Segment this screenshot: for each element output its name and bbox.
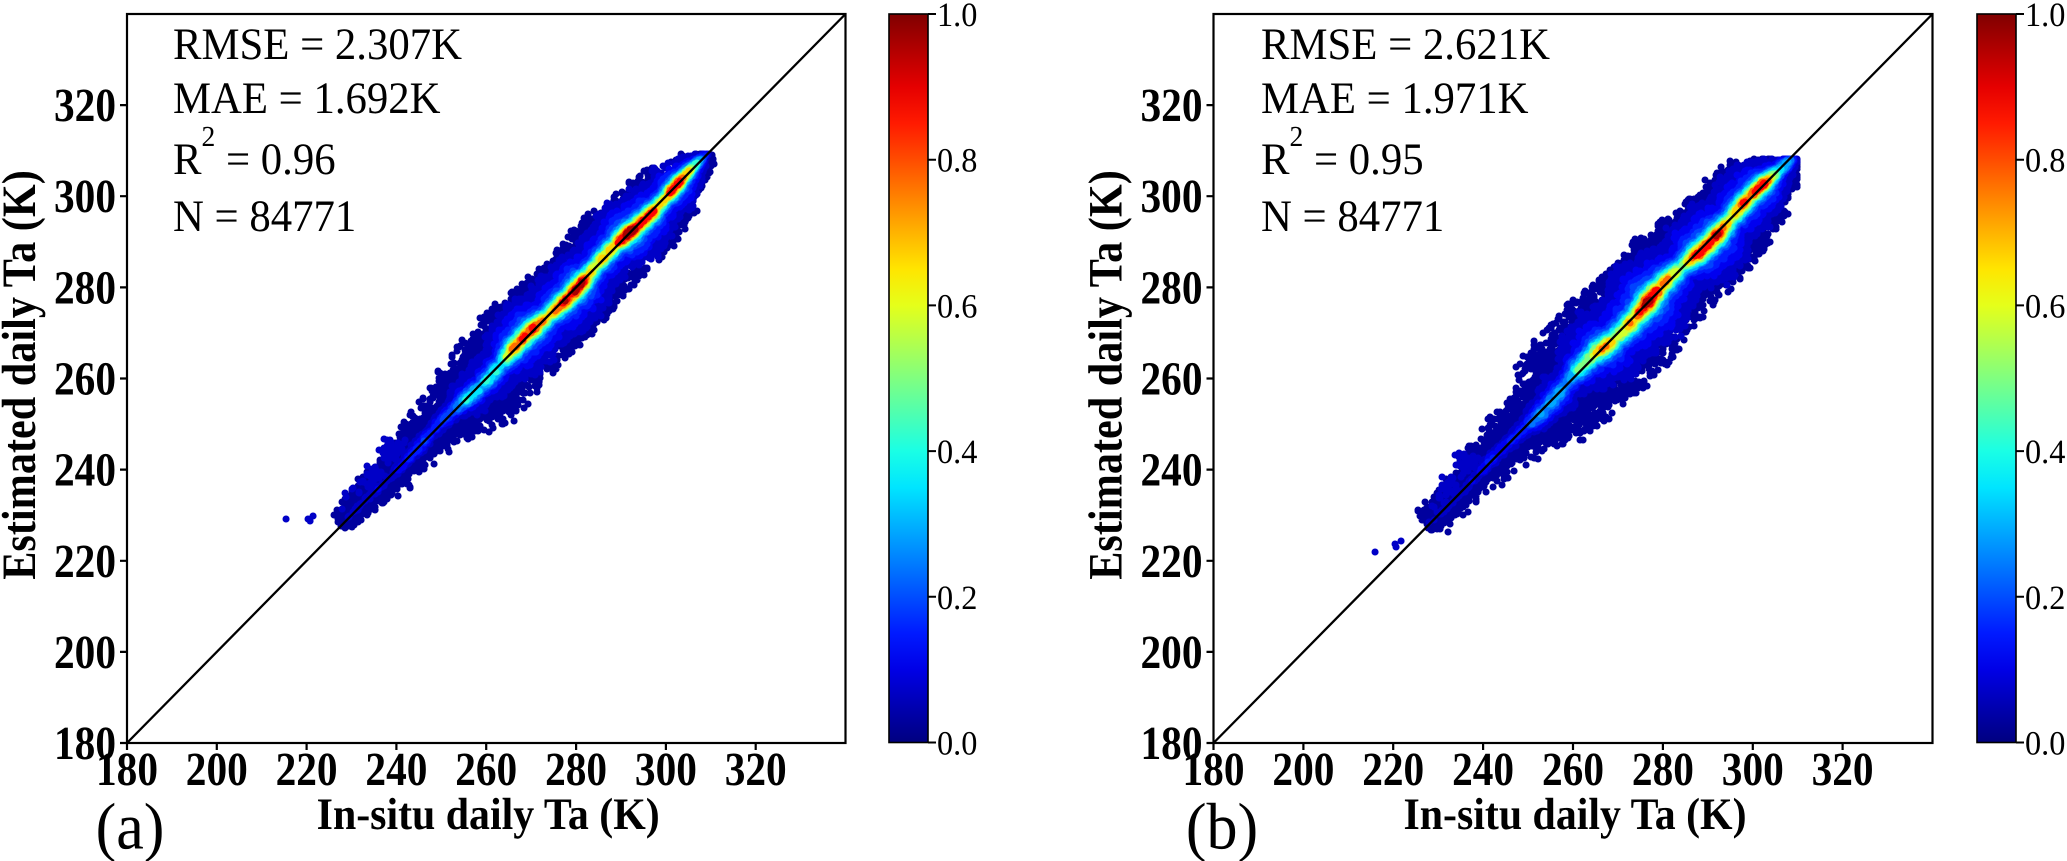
svg-text:220: 220 <box>54 536 116 588</box>
svg-text:Estimated daily Ta (K): Estimated daily Ta (K) <box>0 170 46 580</box>
svg-text:0.6: 0.6 <box>937 288 977 325</box>
svg-text:280: 280 <box>54 262 116 314</box>
svg-text:RMSE = 2.621K: RMSE = 2.621K <box>1261 19 1550 69</box>
svg-text:300: 300 <box>54 171 116 223</box>
svg-text:240: 240 <box>1452 744 1514 796</box>
svg-text:260: 260 <box>54 354 116 406</box>
svg-text:N = 84771: N = 84771 <box>1261 191 1444 241</box>
svg-text:RMSE = 2.307K: RMSE = 2.307K <box>173 19 462 69</box>
svg-text:240: 240 <box>365 744 427 796</box>
svg-text:0.8: 0.8 <box>937 143 977 180</box>
svg-text:200: 200 <box>1141 627 1203 679</box>
svg-text:280: 280 <box>1141 262 1203 314</box>
svg-text:Estimated daily Ta (K): Estimated daily Ta (K) <box>1080 170 1133 580</box>
svg-text:200: 200 <box>1272 744 1334 796</box>
svg-text:1.0: 1.0 <box>2025 0 2065 34</box>
svg-text:In-situ daily Ta (K): In-situ daily Ta (K) <box>317 789 660 839</box>
svg-text:180: 180 <box>96 744 158 796</box>
svg-text:180: 180 <box>54 718 116 770</box>
svg-text:220: 220 <box>1362 744 1424 796</box>
svg-text:200: 200 <box>186 744 248 796</box>
svg-text:180: 180 <box>1183 744 1245 796</box>
svg-text:MAE = 1.692K: MAE = 1.692K <box>173 73 441 123</box>
svg-text:320: 320 <box>54 80 116 132</box>
svg-text:0.4: 0.4 <box>2025 434 2065 471</box>
svg-text:260: 260 <box>1141 354 1203 406</box>
svg-text:260: 260 <box>455 744 517 796</box>
svg-text:300: 300 <box>1141 171 1203 223</box>
svg-text:In-situ daily Ta (K): In-situ daily Ta (K) <box>1403 789 1746 839</box>
svg-text:0.0: 0.0 <box>937 726 977 763</box>
svg-text:260: 260 <box>1542 744 1604 796</box>
svg-text:220: 220 <box>1141 536 1203 588</box>
svg-text:0.4: 0.4 <box>937 434 977 471</box>
svg-text:240: 240 <box>1141 445 1203 497</box>
svg-text:320: 320 <box>1141 80 1203 132</box>
svg-text:300: 300 <box>635 744 697 796</box>
svg-text:1.0: 1.0 <box>937 0 977 34</box>
svg-text:280: 280 <box>545 744 607 796</box>
svg-text:(b): (b) <box>1186 791 1258 861</box>
svg-text:320: 320 <box>1812 744 1874 796</box>
svg-text:0.2: 0.2 <box>2025 580 2065 617</box>
svg-text:(a): (a) <box>96 791 165 861</box>
svg-text:0.0: 0.0 <box>2025 726 2065 763</box>
svg-text:200: 200 <box>54 627 116 679</box>
svg-text:0.2: 0.2 <box>937 580 977 617</box>
svg-text:220: 220 <box>276 744 338 796</box>
svg-text:300: 300 <box>1722 744 1784 796</box>
svg-text:0.6: 0.6 <box>2025 288 2065 325</box>
svg-text:180: 180 <box>1141 718 1203 770</box>
svg-text:MAE = 1.971K: MAE = 1.971K <box>1261 73 1529 123</box>
svg-text:N = 84771: N = 84771 <box>173 191 356 241</box>
svg-text:240: 240 <box>54 445 116 497</box>
svg-text:0.8: 0.8 <box>2025 143 2065 180</box>
svg-text:320: 320 <box>725 744 787 796</box>
svg-text:280: 280 <box>1632 744 1694 796</box>
